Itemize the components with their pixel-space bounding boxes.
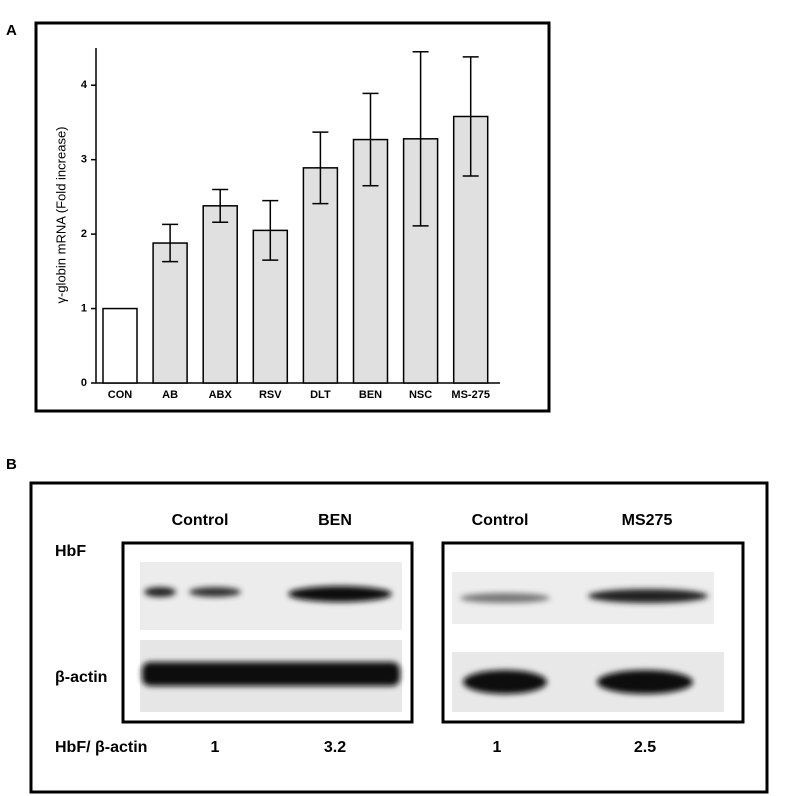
y-tick-label: 0 — [81, 377, 87, 389]
x-tick-label: CON — [108, 389, 133, 401]
x-tick-label: ABX — [209, 389, 233, 401]
x-tick-label: RSV — [259, 389, 282, 401]
column-label: MS275 — [622, 512, 673, 529]
column-label: Control — [172, 512, 229, 529]
row-label: HbF — [55, 543, 86, 560]
x-tick-label: DLT — [310, 389, 331, 401]
x-tick-label: MS-275 — [451, 389, 490, 401]
y-tick-label: 4 — [81, 79, 88, 91]
x-tick-label: AB — [162, 389, 178, 401]
panel-frame — [34, 21, 551, 413]
y-tick-label: 2 — [81, 228, 87, 240]
column-label: BEN — [318, 512, 352, 529]
y-axis-label: γ-globin mRNA (Fold increase) — [53, 126, 68, 303]
y-tick-label: 3 — [81, 154, 87, 166]
ratio-value: 1 — [493, 739, 502, 756]
bar — [102, 307, 138, 384]
panel-label: B — [6, 456, 17, 473]
ratio-label: HbF/ β-actin — [55, 739, 147, 756]
ratio-value: 3.2 — [324, 739, 346, 756]
panel-frame — [29, 481, 769, 794]
panel-label: A — [6, 22, 17, 39]
ratio-value: 2.5 — [634, 739, 656, 756]
bar — [152, 242, 188, 384]
x-tick-label: NSC — [409, 389, 432, 401]
row-label: β-actin — [55, 669, 107, 686]
ratio-value: 1 — [211, 739, 220, 756]
column-label: Control — [472, 512, 529, 529]
x-tick-label: BEN — [359, 389, 382, 401]
blot-image — [140, 562, 724, 712]
blot-frame — [441, 541, 745, 724]
blot-frame — [121, 541, 414, 724]
y-tick-label: 1 — [81, 302, 87, 314]
bar — [202, 205, 238, 384]
